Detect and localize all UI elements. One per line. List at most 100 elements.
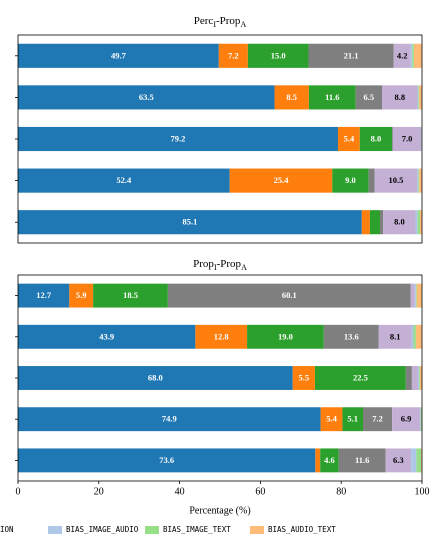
title-part: -Prop xyxy=(216,15,241,27)
bar-segment xyxy=(410,43,413,68)
data-label: 52.4 xyxy=(116,175,132,185)
x-axis-label: Percentage (%) xyxy=(189,505,250,516)
bar-segment xyxy=(332,168,369,193)
plot-frame xyxy=(17,274,423,482)
data-label: 10.5 xyxy=(389,175,404,185)
data-label: 5.1 xyxy=(347,414,358,424)
data-label: 5.9 xyxy=(76,290,87,300)
bar-segment xyxy=(323,324,379,349)
bar-segment xyxy=(361,210,370,235)
title-part: -Prop xyxy=(217,258,242,270)
x-tick-label: 60 xyxy=(255,486,265,497)
bar-segment xyxy=(416,283,422,308)
bar-segment xyxy=(369,210,380,235)
bar-segment xyxy=(355,85,383,110)
bar-segment xyxy=(342,407,364,432)
data-label: 4.2 xyxy=(397,50,408,60)
bar-segment xyxy=(415,324,422,349)
data-label: 79.2 xyxy=(171,133,186,143)
data-label: 8.8 xyxy=(394,92,405,102)
bar-segment xyxy=(18,407,321,432)
bar-segment xyxy=(320,448,339,473)
bar-segment xyxy=(338,448,386,473)
bar-segment xyxy=(18,126,338,152)
bar-segment xyxy=(414,283,416,308)
title-subscript: A xyxy=(241,263,247,272)
x-tick-label: 0 xyxy=(16,486,21,497)
data-label: 21.1 xyxy=(344,50,359,60)
legend-label: BIAS_AUDIO_TEXT xyxy=(268,525,336,534)
data-label: 6.3 xyxy=(393,455,404,465)
data-label: 7.2 xyxy=(372,414,383,424)
bar-segment xyxy=(393,43,411,68)
data-label: 25.4 xyxy=(274,175,290,185)
legend-swatch xyxy=(48,526,62,534)
bar-segment xyxy=(18,283,70,308)
title-subscript: A xyxy=(240,20,246,29)
title-subscript: I xyxy=(213,20,216,29)
data-label: 13.6 xyxy=(344,331,359,341)
bar-segment xyxy=(419,366,420,390)
title-part: Perc xyxy=(194,15,214,27)
bar-segment xyxy=(292,366,315,390)
bar-segment xyxy=(413,43,422,68)
bar-segment xyxy=(274,85,309,110)
data-label: 5.5 xyxy=(299,372,310,382)
bar-segment xyxy=(418,168,420,193)
legend-label: BIAS_IMAGE_AUDIO xyxy=(66,525,139,534)
data-label: 63.5 xyxy=(139,92,154,102)
bar-segment xyxy=(229,168,333,193)
data-label: 11.6 xyxy=(325,92,339,102)
data-label: 5.4 xyxy=(344,133,355,143)
bar-segment xyxy=(18,43,219,68)
data-label: 8.0 xyxy=(371,133,382,143)
data-label: 7.0 xyxy=(402,133,413,143)
bar-segment xyxy=(411,448,417,473)
bar-segment xyxy=(385,448,412,473)
data-label: 7.2 xyxy=(228,50,239,60)
bar-segment xyxy=(315,448,321,473)
data-label: 68.0 xyxy=(148,372,163,382)
bar-segment xyxy=(378,324,412,349)
bar-segment xyxy=(421,448,422,473)
title-part: Prop xyxy=(193,258,214,270)
chart-title: PropI-PropA xyxy=(193,258,247,273)
bar-segment xyxy=(368,168,375,193)
data-label: 73.6 xyxy=(159,455,174,465)
bar-segment xyxy=(419,366,422,390)
data-label: 85.1 xyxy=(182,217,197,227)
bar-segment xyxy=(405,366,412,390)
bar-segment xyxy=(18,366,293,390)
bar-segment xyxy=(337,126,360,152)
data-label: 6.9 xyxy=(401,414,412,424)
bar-segment xyxy=(420,407,422,432)
bar-segment xyxy=(374,168,418,193)
data-label: 49.7 xyxy=(111,50,127,60)
data-label: 74.9 xyxy=(162,414,177,424)
bar-segment xyxy=(18,324,196,349)
x-tick-label: 20 xyxy=(94,486,104,497)
bar-segment xyxy=(218,43,248,68)
data-label: 43.9 xyxy=(99,331,114,341)
bar-segment xyxy=(412,43,414,68)
data-label: 4.6 xyxy=(324,455,335,465)
bar-segment xyxy=(416,448,422,473)
bar-segment xyxy=(247,324,324,349)
data-label: 19.0 xyxy=(278,331,293,341)
data-label: 15.0 xyxy=(271,50,286,60)
data-label: 60.1 xyxy=(282,290,297,300)
x-tick-label: 40 xyxy=(175,486,185,497)
bar-segment xyxy=(18,210,362,235)
bar-segment xyxy=(419,210,422,235)
plot-frame xyxy=(17,34,423,244)
bar-segment xyxy=(18,448,316,473)
chart-title: PercI-PropA xyxy=(194,15,247,30)
bar-segment xyxy=(392,407,420,432)
bar-segment xyxy=(417,366,420,390)
bar-segment xyxy=(359,126,393,152)
data-label: 5.4 xyxy=(326,414,337,424)
bar-segment xyxy=(314,366,406,390)
bar-segment xyxy=(392,126,393,152)
bar-segment xyxy=(18,168,230,193)
